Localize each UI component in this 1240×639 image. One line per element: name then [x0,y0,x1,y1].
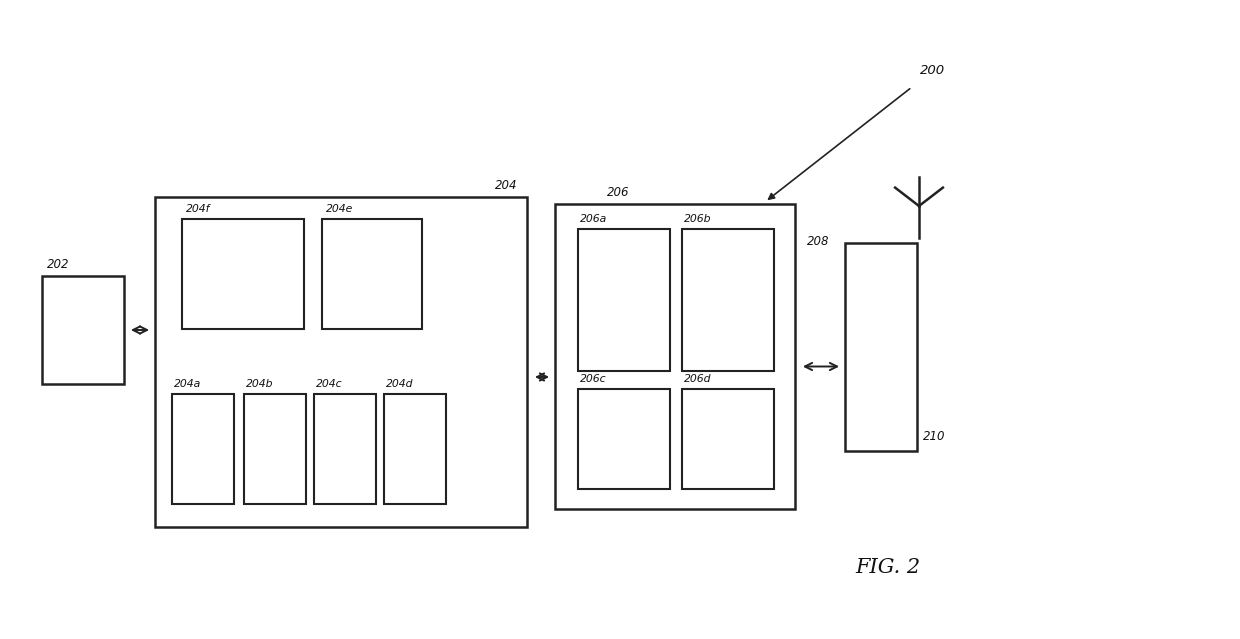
Bar [682,389,774,489]
Text: 204a: 204a [174,379,201,389]
Text: 206a: 206a [580,214,608,224]
Bar [172,394,234,504]
Bar [384,394,446,504]
Text: 200: 200 [920,64,945,77]
Bar [42,276,124,384]
Bar [155,197,527,527]
Text: 204d: 204d [386,379,413,389]
Bar [556,204,795,509]
Bar [322,219,422,329]
Text: 206: 206 [608,186,630,199]
Bar [844,243,918,451]
Text: 204e: 204e [326,204,353,214]
Text: 204c: 204c [316,379,342,389]
Text: 206d: 206d [684,374,712,384]
Bar [182,219,304,329]
Text: FIG. 2: FIG. 2 [856,558,920,577]
Text: 210: 210 [923,430,945,443]
Text: 204: 204 [495,179,517,192]
Text: 208: 208 [807,235,830,248]
Text: 206c: 206c [580,374,606,384]
Bar [244,394,306,504]
Bar [578,229,670,371]
Text: 204b: 204b [246,379,274,389]
Text: 204f: 204f [186,204,211,214]
Text: 206b: 206b [684,214,712,224]
Text: 202: 202 [47,258,69,271]
Bar [578,389,670,489]
Bar [314,394,376,504]
Bar [682,229,774,371]
